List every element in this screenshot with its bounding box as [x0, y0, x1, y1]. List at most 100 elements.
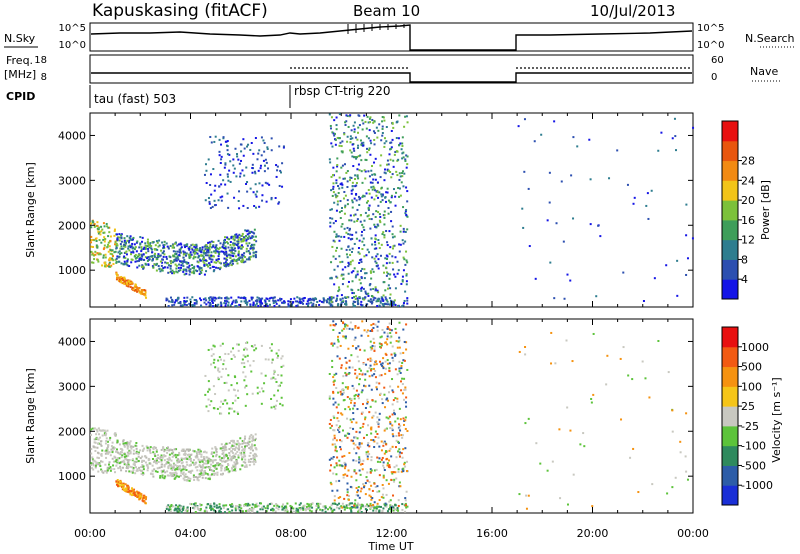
scatter-point: [152, 451, 155, 454]
scatter-point: [230, 357, 233, 360]
scatter-point: [189, 460, 192, 463]
scatter-point: [385, 416, 388, 419]
scatter-point: [402, 156, 405, 159]
scatter-point: [353, 447, 356, 450]
scatter-point: [278, 505, 281, 508]
scatter-point: [174, 468, 177, 471]
scatter-point: [208, 256, 211, 259]
scatter-point: [205, 169, 208, 172]
scatter-point: [220, 473, 223, 476]
scatter-point: [338, 479, 341, 482]
scatter-point: [236, 440, 239, 443]
scatter-point: [211, 508, 214, 511]
scatter-point: [291, 303, 294, 306]
scatter-point: [340, 235, 343, 238]
scatter-point: [235, 301, 238, 304]
scatter-point: [229, 304, 232, 307]
scatter-point: [349, 506, 352, 509]
scatter-point: [373, 348, 376, 351]
scatter-point: [285, 505, 288, 508]
scatter-point: [333, 230, 336, 233]
scatter-point: [374, 260, 377, 263]
scatter-point: [106, 225, 109, 228]
scatter-point: [119, 480, 122, 483]
scatter-point: [254, 256, 257, 259]
scatter-point: [172, 475, 175, 478]
scatter-point: [209, 507, 212, 510]
scatter-point: [349, 149, 352, 152]
scatter-point: [139, 242, 142, 245]
scatter-point: [124, 251, 127, 254]
scatter-point: [223, 359, 226, 362]
scatter-point: [353, 242, 356, 245]
scatter-point: [366, 479, 369, 482]
scatter-point: [144, 246, 147, 249]
scatter-point: [357, 299, 360, 302]
scatter-point: [109, 240, 112, 243]
scatter-point: [328, 113, 331, 116]
scatter-point: [207, 460, 210, 463]
scatter-point: [392, 507, 395, 510]
scatter-point: [357, 326, 360, 329]
scatter-point: [145, 496, 148, 499]
scatter-point: [120, 247, 123, 250]
scatter-point: [373, 257, 376, 260]
scatter-point: [402, 417, 405, 420]
scatter-point: [347, 386, 350, 389]
scatter-point: [194, 503, 197, 506]
scatter-point: [181, 468, 184, 471]
scatter-point: [398, 336, 401, 339]
scatter-point: [219, 173, 222, 176]
scatter-point: [178, 453, 181, 456]
scatter-point: [224, 352, 227, 355]
scatter-point: [334, 193, 337, 196]
scatter-point: [161, 470, 164, 473]
scatter-point: [330, 342, 333, 345]
scatter-point: [371, 374, 374, 377]
scatter-point: [234, 466, 237, 469]
scatter-point: [226, 402, 229, 405]
scatter-point: [299, 507, 302, 510]
scatter-point: [238, 258, 241, 261]
scatter-point: [366, 455, 369, 458]
scatter-point: [307, 302, 310, 305]
scatter-point: [198, 452, 201, 455]
scatter-point: [127, 279, 130, 282]
scatter-point: [261, 508, 264, 511]
scatter-point: [254, 504, 257, 507]
scatter-point: [178, 263, 181, 266]
scatter-point: [405, 166, 408, 169]
scatter-point: [191, 271, 194, 274]
scatter-point: [189, 454, 192, 457]
scatter-point: [234, 505, 237, 508]
scatter-point: [383, 466, 386, 469]
scatter-point: [141, 469, 144, 472]
scatter-point: [99, 460, 102, 463]
scatter-point: [195, 299, 198, 302]
scatter-point: [97, 427, 100, 430]
scatter-point: [263, 170, 266, 173]
scatter-point: [193, 251, 196, 254]
scatter-point: [255, 300, 258, 303]
scatter-point: [383, 223, 386, 226]
scatter-point: [105, 437, 108, 440]
scatter-point: [361, 240, 364, 243]
scatter-point: [332, 376, 335, 379]
scatter-point: [351, 296, 354, 299]
scatter-point: [361, 320, 364, 323]
scatter-point: [217, 359, 220, 362]
scatter-point: [362, 483, 365, 486]
scatter-point: [253, 349, 256, 352]
scatter-point: [191, 243, 194, 246]
scatter-point: [377, 299, 380, 302]
scatter-point: [367, 292, 370, 295]
scatter-point: [135, 457, 138, 460]
scatter-point: [365, 476, 368, 479]
scatter-point: [382, 231, 385, 234]
scatter-point: [189, 470, 192, 473]
scatter-point: [229, 240, 232, 243]
scatter-point: [296, 296, 299, 299]
scatter-point: [352, 427, 355, 430]
scatter-point: [355, 494, 358, 497]
scatter-point: [238, 162, 241, 165]
